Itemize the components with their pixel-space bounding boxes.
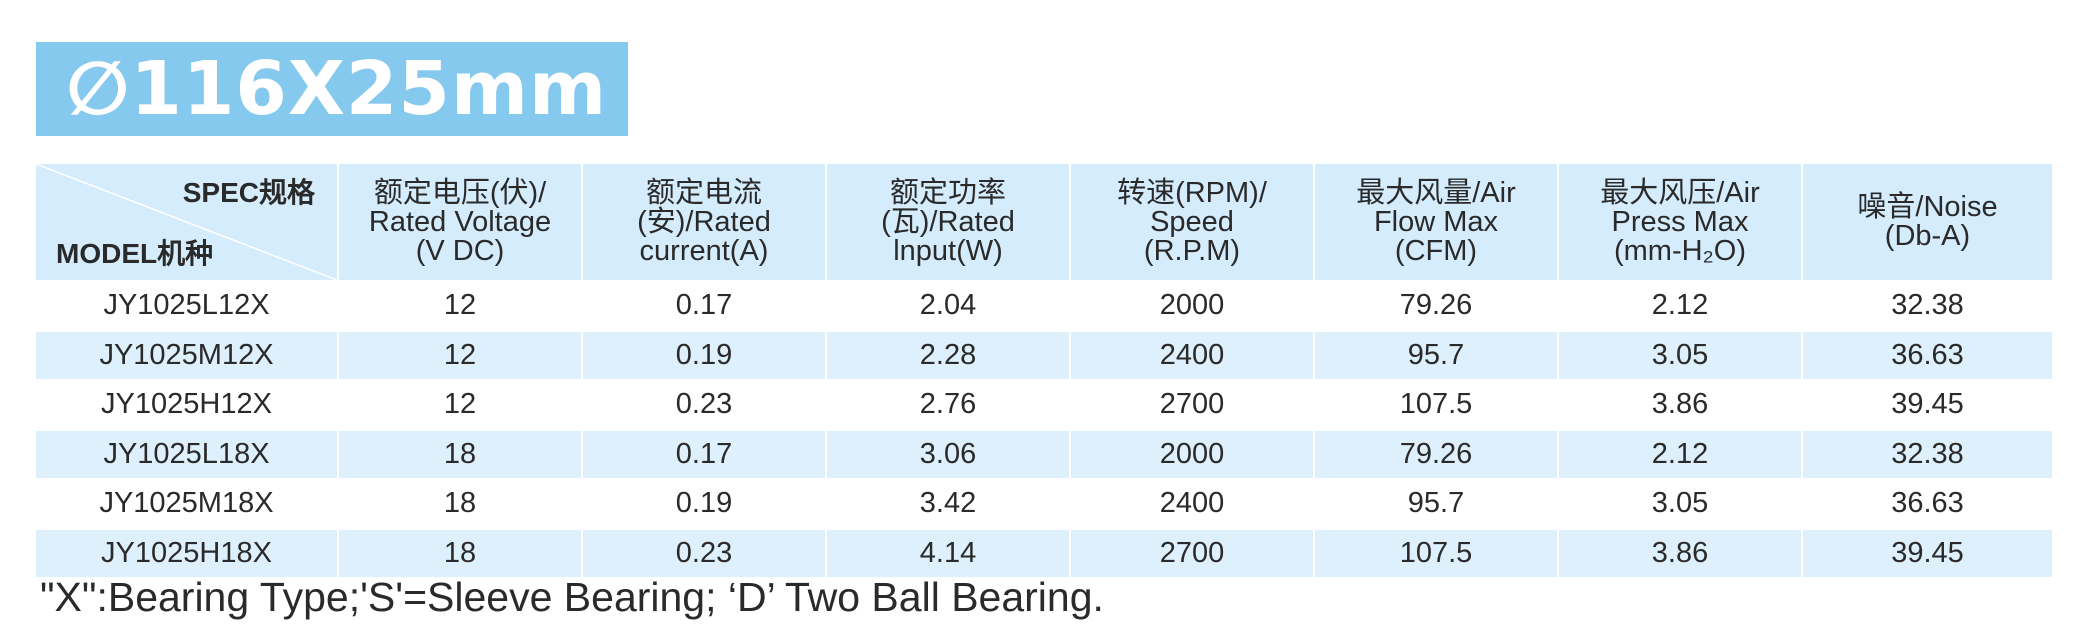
- noise-cell: 39.45: [1802, 380, 2052, 430]
- current-cell: 0.19: [582, 330, 827, 380]
- pressure-cell: 3.86: [1558, 380, 1803, 430]
- pressure-cell: 3.86: [1558, 528, 1803, 577]
- current-cell: 0.17: [582, 281, 827, 331]
- input-cell: 3.42: [826, 479, 1071, 529]
- header-line: Press Max: [1611, 205, 1749, 238]
- voltage-cell: 18: [338, 479, 583, 529]
- model-cell: JY1025M18X: [36, 479, 339, 529]
- voltage-cell: 12: [338, 281, 583, 331]
- header-speed: 转速(RPM)/ Speed (R.P.M): [1070, 164, 1315, 281]
- current-cell: 0.23: [582, 528, 827, 577]
- header-line: (瓦)/Rated: [881, 205, 1015, 238]
- noise-cell: 32.38: [1802, 429, 2052, 479]
- voltage-cell: 18: [338, 528, 583, 577]
- airflow-cell: 95.7: [1314, 479, 1559, 529]
- header-line: 噪音/Noise: [1857, 191, 1998, 223]
- header-line: Rated Voltage: [368, 205, 552, 238]
- header-line: Speed: [1150, 205, 1234, 238]
- speed-cell: 2400: [1070, 479, 1315, 529]
- speed-cell: 2700: [1070, 380, 1315, 430]
- header-line: (mm-H₂O): [1613, 234, 1747, 267]
- airflow-cell: 95.7: [1314, 330, 1559, 380]
- spec-table: SPEC规格 MODEL机种 额定电压(伏)/ Rated Voltage (V…: [36, 164, 2052, 577]
- header-line: (安)/Rated: [637, 205, 771, 238]
- model-label: MODEL机种: [56, 238, 214, 269]
- header-rated-voltage: 额定电压(伏)/ Rated Voltage (V DC): [338, 164, 583, 281]
- airflow-cell: 107.5: [1314, 528, 1559, 577]
- table-header-row: SPEC规格 MODEL机种 额定电压(伏)/ Rated Voltage (V…: [36, 164, 2052, 281]
- pressure-cell: 2.12: [1558, 281, 1803, 331]
- input-cell: 2.04: [826, 281, 1071, 331]
- table-row: JY1025H12X 12 0.23 2.76 2700 107.5 3.86 …: [36, 380, 2052, 430]
- voltage-cell: 12: [338, 380, 583, 430]
- airflow-cell: 79.26: [1314, 281, 1559, 331]
- header-line: (CFM): [1394, 234, 1478, 267]
- table-row: JY1025M12X 12 0.19 2.28 2400 95.7 3.05 3…: [36, 330, 2052, 380]
- header-line: (R.P.M): [1143, 234, 1241, 267]
- speed-cell: 2000: [1070, 281, 1315, 331]
- corner-header-cell: SPEC规格 MODEL机种: [36, 164, 339, 281]
- model-cell: JY1025M12X: [36, 330, 339, 380]
- header-line: 额定功率: [889, 176, 1006, 209]
- header-air-flow: 最大风量/Air Flow Max (CFM): [1314, 164, 1559, 281]
- header-line: 额定电流: [645, 176, 762, 209]
- header-rated-input: 额定功率 (瓦)/Rated lnput(W): [826, 164, 1071, 281]
- header-rated-current: 额定电流 (安)/Rated current(A): [582, 164, 827, 281]
- pressure-cell: 2.12: [1558, 429, 1803, 479]
- header-line: 最大风压/Air: [1600, 176, 1760, 209]
- noise-cell: 39.45: [1802, 528, 2052, 577]
- airflow-cell: 79.26: [1314, 429, 1559, 479]
- noise-cell: 36.63: [1802, 330, 2052, 380]
- voltage-cell: 12: [338, 330, 583, 380]
- current-cell: 0.23: [582, 380, 827, 430]
- noise-cell: 32.38: [1802, 281, 2052, 331]
- model-cell: JY1025H12X: [36, 380, 339, 430]
- table-row: JY1025L18X 18 0.17 3.06 2000 79.26 2.12 …: [36, 429, 2052, 479]
- table-row: JY1025H18X 18 0.23 4.14 2700 107.5 3.86 …: [36, 528, 2052, 577]
- spec-label: SPEC规格: [182, 177, 315, 208]
- header-line: Flow Max: [1373, 205, 1499, 238]
- header-line: 转速(RPM)/: [1117, 176, 1267, 209]
- input-cell: 3.06: [826, 429, 1071, 479]
- header-line: (Db-A): [1884, 220, 1971, 252]
- model-cell: JY1025H18X: [36, 528, 339, 577]
- header-line: 额定电压(伏)/: [373, 176, 547, 209]
- header-air-press: 最大风压/Air Press Max (mm-H₂O): [1558, 164, 1803, 281]
- input-cell: 2.76: [826, 380, 1071, 430]
- pressure-cell: 3.05: [1558, 479, 1803, 529]
- input-cell: 4.14: [826, 528, 1071, 577]
- title-banner: ∅116X25mm: [36, 42, 628, 136]
- model-cell: JY1025L18X: [36, 429, 339, 479]
- table-row: JY1025M18X 18 0.19 3.42 2400 95.7 3.05 3…: [36, 479, 2052, 529]
- voltage-cell: 18: [338, 429, 583, 479]
- airflow-cell: 107.5: [1314, 380, 1559, 430]
- table-row: JY1025L12X 12 0.17 2.04 2000 79.26 2.12 …: [36, 281, 2052, 331]
- header-line: current(A): [639, 234, 769, 267]
- noise-cell: 36.63: [1802, 479, 2052, 529]
- speed-cell: 2700: [1070, 528, 1315, 577]
- header-line: lnput(W): [893, 234, 1003, 267]
- diagonal-divider: [36, 164, 337, 280]
- page-title: ∅116X25mm: [66, 46, 608, 132]
- header-line: 最大风量/Air: [1356, 176, 1516, 209]
- model-cell: JY1025L12X: [36, 281, 339, 331]
- speed-cell: 2000: [1070, 429, 1315, 479]
- header-noise: 噪音/Noise (Db-A): [1802, 164, 2052, 281]
- header-line: (V DC): [415, 234, 505, 267]
- pressure-cell: 3.05: [1558, 330, 1803, 380]
- current-cell: 0.17: [582, 429, 827, 479]
- speed-cell: 2400: [1070, 330, 1315, 380]
- bearing-footnote: "X":Bearing Type;'S'=Sleeve Bearing; ‘D’…: [40, 574, 1104, 620]
- current-cell: 0.19: [582, 479, 827, 529]
- input-cell: 2.28: [826, 330, 1071, 380]
